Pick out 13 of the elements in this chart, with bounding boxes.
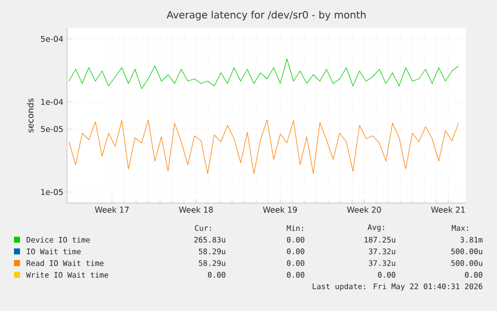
- y-axis-title: seconds: [26, 98, 34, 132]
- y-tick-label: 5e-04: [41, 36, 64, 42]
- x-tick-label: Week 17: [94, 206, 129, 213]
- chart-title: Average latency for /dev/sr0 - by month: [166, 10, 366, 20]
- y-tick-label: 1e-05: [41, 188, 63, 196]
- x-tick-label: Week 19: [263, 206, 297, 213]
- line-series: [68, 58, 459, 89]
- x-tick-label: Week 18: [179, 206, 213, 213]
- line-series: [68, 120, 459, 174]
- y-tick-label: 5e-05: [41, 126, 63, 132]
- x-tick-label: Week 21: [431, 206, 465, 213]
- x-tick-label: Week 20: [347, 206, 381, 213]
- y-tick-label: 1e-04: [41, 98, 64, 105]
